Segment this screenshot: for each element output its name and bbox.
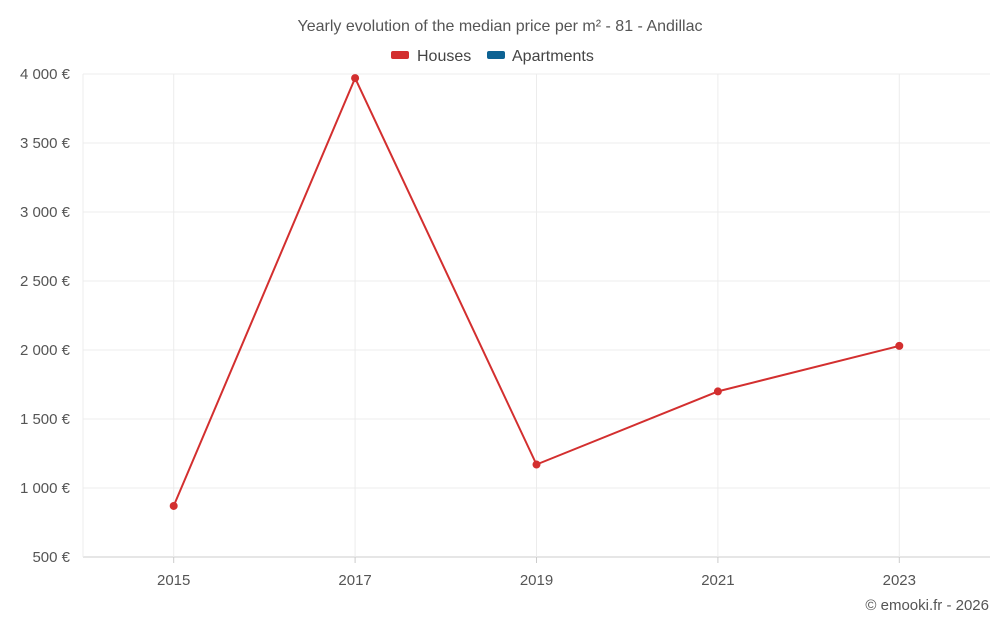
x-tick-label: 2015 [157,572,190,589]
x-tick-label: 2017 [338,572,371,589]
legend-item-apartments[interactable]: Apartments [487,48,594,65]
y-tick-label: 1 000 € [20,480,71,497]
legend-swatch-apartments [487,51,505,59]
legend: Houses Apartments [391,48,594,65]
legend-item-houses[interactable]: Houses [391,48,471,65]
y-axis-ticks: 500 € 1 000 € 1 500 € 2 000 € 2 500 € 3 000 €… [20,66,71,566]
y-tick-label: 3 500 € [20,135,71,152]
y-tick-label: 3 000 € [20,204,71,221]
legend-swatch-houses [391,51,409,59]
x-tick-label: 2019 [520,572,553,589]
x-tick-label: 2023 [883,572,916,589]
series-houses [169,74,904,510]
y-tick-label: 2 500 € [20,273,71,290]
y-tick-label: 500 € [32,549,70,566]
chart-title: Yearly evolution of the median price per… [298,18,703,35]
houses-point-2023[interactable] [895,341,904,350]
y-tick-label: 1 500 € [20,411,71,428]
x-tick-label: 2021 [701,572,734,589]
houses-point-2019[interactable] [532,460,541,469]
houses-point-2017[interactable] [351,74,360,83]
legend-label-apartments: Apartments [512,48,594,65]
legend-label-houses: Houses [417,48,471,65]
y-tick-label: 2 000 € [20,342,71,359]
houses-point-2015[interactable] [169,501,178,510]
x-axis-ticks: 2015 2017 2019 2021 2023 [157,557,916,589]
credit-text: © emooki.fr - 2026 [865,597,989,614]
grid-lines [82,73,990,558]
houses-point-2021[interactable] [713,387,722,396]
y-tick-label: 4 000 € [20,66,71,83]
